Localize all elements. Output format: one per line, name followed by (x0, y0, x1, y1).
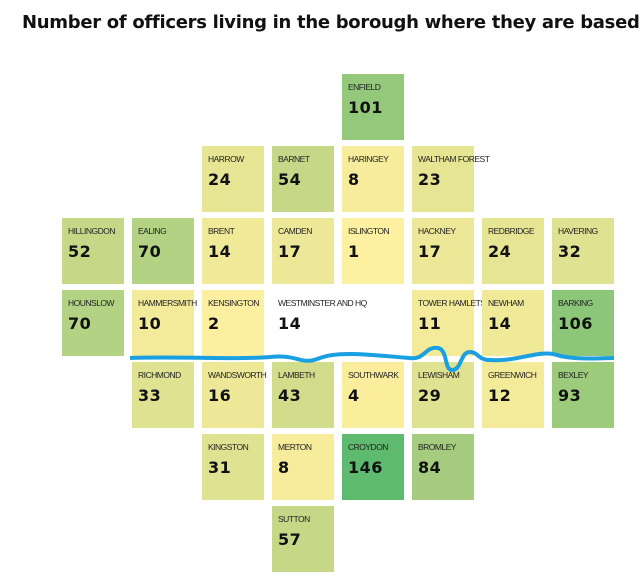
borough-name: ISLINGTON (348, 226, 390, 236)
borough-tile: ENFIELD 101 (342, 74, 404, 140)
borough-value: 29 (418, 386, 442, 405)
borough-name: HARINGEY (348, 154, 389, 164)
borough-tile: BRENT 14 (202, 218, 264, 284)
borough-tile: HARROW 24 (202, 146, 264, 212)
borough-tile: REDBRIDGE 24 (482, 218, 544, 284)
borough-tile: SOUTHWARK 4 (342, 362, 404, 428)
borough-tile: HILLINGDON 52 (62, 218, 124, 284)
borough-value: 16 (208, 386, 232, 405)
borough-tile: WESTMINSTER AND HQ 14 (272, 290, 404, 356)
borough-value: 24 (488, 242, 512, 261)
borough-value: 70 (68, 314, 92, 333)
borough-name: EALING (138, 226, 167, 236)
borough-value: 17 (278, 242, 302, 261)
borough-value: 23 (418, 170, 442, 189)
borough-name: RICHMOND (138, 370, 181, 380)
borough-name: TOWER HAMLETS (418, 298, 486, 308)
borough-tile: GREENWICH 12 (482, 362, 544, 428)
borough-name: CAMDEN (278, 226, 312, 236)
borough-value: 106 (558, 314, 593, 333)
borough-value: 14 (208, 242, 232, 261)
borough-tile: HARINGEY 8 (342, 146, 404, 212)
borough-name: KENSINGTON (208, 298, 260, 308)
borough-name: MERTON (278, 442, 312, 452)
borough-value: 31 (208, 458, 232, 477)
borough-value: 11 (418, 314, 442, 333)
borough-value: 101 (348, 98, 383, 117)
borough-tile: LEWISHAM 29 (412, 362, 474, 428)
borough-name: HILLINGDON (68, 226, 115, 236)
borough-name: LAMBETH (278, 370, 315, 380)
borough-tile: HOUNSLOW 70 (62, 290, 124, 356)
borough-tile: BARKING 106 (552, 290, 614, 356)
borough-tile: NEWHAM 14 (482, 290, 544, 356)
borough-name: NEWHAM (488, 298, 524, 308)
borough-tile: WANDSWORTH 16 (202, 362, 267, 428)
borough-value: 70 (138, 242, 162, 261)
borough-value: 12 (488, 386, 512, 405)
borough-name: CROYDON (348, 442, 388, 452)
borough-tile: EALING 70 (132, 218, 194, 284)
borough-value: 8 (278, 458, 290, 477)
borough-name: KINGSTON (208, 442, 249, 452)
borough-value: 84 (418, 458, 442, 477)
borough-value: 4 (348, 386, 360, 405)
borough-name: HACKNEY (418, 226, 456, 236)
borough-name: LEWISHAM (418, 370, 460, 380)
borough-value: 8 (348, 170, 360, 189)
borough-value: 52 (68, 242, 92, 261)
borough-tile: BROMLEY 84 (412, 434, 474, 500)
borough-tile: HAVERING 32 (552, 218, 614, 284)
borough-name: BARNET (278, 154, 310, 164)
title: Number of officers living in the borough… (22, 12, 640, 33)
borough-name: BROMLEY (418, 442, 457, 452)
borough-tile: KINGSTON 31 (202, 434, 264, 500)
borough-name: REDBRIDGE (488, 226, 535, 236)
borough-value: 43 (278, 386, 302, 405)
borough-tile: HAMMERSMITH 10 (132, 290, 197, 356)
borough-name: SOUTHWARK (348, 370, 399, 380)
borough-value: 10 (138, 314, 162, 333)
borough-name: HARROW (208, 154, 244, 164)
borough-value: 2 (208, 314, 220, 333)
borough-tile: CAMDEN 17 (272, 218, 334, 284)
borough-tile: RICHMOND 33 (132, 362, 194, 428)
borough-name: BRENT (208, 226, 235, 236)
borough-tile: BEXLEY 93 (552, 362, 614, 428)
borough-name: WESTMINSTER AND HQ (278, 298, 367, 308)
borough-name: WANDSWORTH (208, 370, 267, 380)
borough-value: 17 (418, 242, 442, 261)
borough-value: 33 (138, 386, 162, 405)
borough-value: 32 (558, 242, 582, 261)
borough-value: 14 (278, 314, 302, 333)
borough-name: HAVERING (558, 226, 598, 236)
borough-value: 57 (278, 530, 302, 549)
borough-name: BEXLEY (558, 370, 589, 380)
borough-tile: ISLINGTON 1 (342, 218, 404, 284)
borough-tile: KENSINGTON 2 (202, 290, 264, 356)
borough-name: BARKING (558, 298, 593, 308)
borough-tile: SUTTON 57 (272, 506, 334, 572)
borough-name: HOUNSLOW (68, 298, 115, 308)
borough-value: 146 (348, 458, 383, 477)
borough-name: SUTTON (278, 514, 310, 524)
borough-tile: HACKNEY 17 (412, 218, 474, 284)
borough-name: GREENWICH (488, 370, 537, 380)
borough-tile: MERTON 8 (272, 434, 334, 500)
borough-value: 93 (558, 386, 582, 405)
borough-value: 24 (208, 170, 232, 189)
borough-value: 1 (348, 242, 360, 261)
borough-value: 14 (488, 314, 512, 333)
borough-tile: BARNET 54 (272, 146, 334, 212)
borough-value: 54 (278, 170, 302, 189)
borough-name: WALTHAM FOREST (418, 154, 490, 164)
borough-tile: TOWER HAMLETS 11 (412, 290, 486, 356)
borough-tile: CROYDON 146 (342, 434, 404, 500)
borough-tile: LAMBETH 43 (272, 362, 334, 428)
borough-name: ENFIELD (348, 82, 381, 92)
borough-tile: WALTHAM FOREST 23 (412, 146, 490, 212)
borough-name: HAMMERSMITH (138, 298, 197, 308)
